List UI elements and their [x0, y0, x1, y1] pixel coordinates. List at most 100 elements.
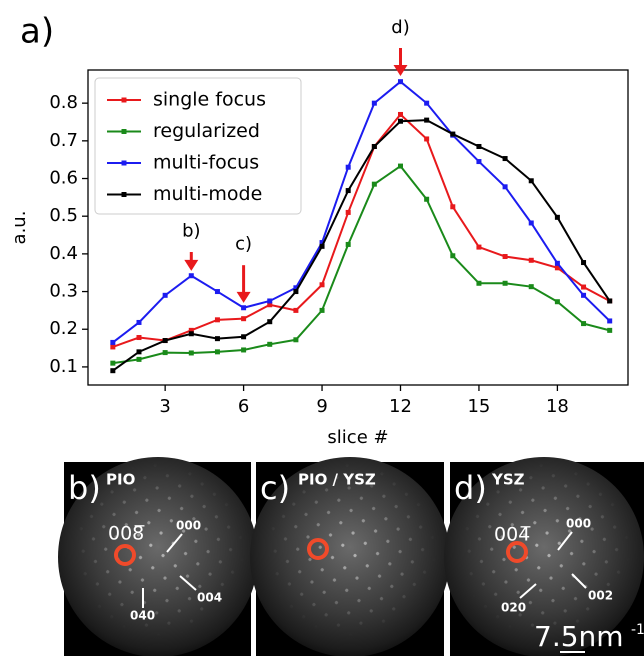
marker [241, 334, 247, 340]
arrows [519, 531, 587, 599]
marker [424, 136, 430, 142]
annotation-arrowhead [236, 291, 251, 303]
highlight-ring [307, 538, 329, 560]
panel-label: b) [68, 469, 101, 507]
marker [110, 360, 116, 366]
marker [319, 307, 325, 313]
marker [162, 338, 168, 344]
x-tick-label: 9 [316, 396, 327, 417]
marker [241, 347, 247, 353]
marker [476, 159, 482, 165]
marker [136, 356, 142, 362]
marker [293, 285, 299, 291]
marker [502, 156, 508, 162]
marker [345, 164, 351, 170]
spot-label: 008̅ [108, 523, 145, 545]
marker [502, 254, 508, 260]
spots [450, 462, 644, 656]
marker [476, 280, 482, 286]
legend-marker [121, 160, 127, 166]
marker [241, 305, 247, 311]
legend-box [94, 77, 302, 215]
plot: 0.1 0.2 0.3 0.4 0.5 0.6 0.7 0.8 3 6 9 12 15 18 slice #… [9, 17, 629, 448]
highlight-ring [506, 541, 528, 563]
marker [450, 253, 456, 259]
plot-frame [87, 69, 629, 386]
marker [528, 257, 534, 263]
marker [267, 341, 273, 347]
y-tick-label: 0.4 [49, 243, 78, 264]
scale-bar-label: 7.5nm [534, 620, 624, 653]
marker [397, 163, 403, 169]
x-axis-label: slice # [327, 427, 388, 448]
marker [293, 289, 299, 295]
highlight-ring [114, 544, 136, 566]
x-tick-label: 15 [467, 396, 490, 417]
marker [293, 307, 299, 313]
spot-label: 000 [176, 519, 201, 533]
x-tick-label: 6 [238, 396, 249, 417]
marker [607, 298, 613, 304]
marker [319, 282, 325, 288]
marker [214, 336, 220, 342]
x-tick-label: 18 [546, 396, 569, 417]
panel-label: a) [20, 12, 54, 52]
legend-label: multi-focus [153, 152, 259, 174]
spots [64, 462, 251, 656]
marker [345, 241, 351, 247]
legend-label: regularized [153, 120, 260, 142]
y-tick-label: 0.7 [49, 130, 78, 151]
y-tick-label: 0.2 [49, 318, 78, 339]
annotation-arrowhead [184, 259, 199, 271]
marker [319, 243, 325, 249]
marker [241, 316, 247, 322]
spot-label: 004 [197, 591, 222, 605]
marker [476, 143, 482, 149]
panel-label: d) [454, 469, 487, 507]
marker [110, 339, 116, 345]
scale-unit-exponent: -1 [631, 622, 644, 638]
marker [581, 321, 587, 327]
panel-title: PIO [106, 471, 135, 489]
marker [528, 284, 534, 290]
marker [136, 349, 142, 355]
y-tick-label: 0.6 [49, 168, 78, 189]
marker [397, 79, 403, 85]
marker [214, 349, 220, 355]
marker [345, 188, 351, 194]
legend-label: multi-mode [153, 183, 262, 205]
marker [607, 327, 613, 333]
x-tick-label: 12 [389, 396, 412, 417]
panel-title: YSZ [491, 471, 525, 489]
marker [188, 350, 194, 356]
legend-marker [121, 129, 127, 134]
y-axis-label: a.u. [9, 211, 30, 245]
spot-label: 002 [588, 589, 613, 603]
marker [136, 335, 142, 341]
series-line [112, 113, 611, 348]
marker [450, 131, 456, 137]
marker [450, 204, 456, 210]
marker [110, 344, 116, 350]
marker [110, 368, 116, 374]
marker [476, 244, 482, 250]
diffraction-panel: c) PIO / YSZ [250, 457, 450, 656]
marker [188, 331, 194, 337]
series-line [112, 119, 611, 372]
marker [424, 100, 430, 106]
marker [528, 220, 534, 226]
marker [502, 184, 508, 190]
marker [188, 273, 194, 279]
marker [397, 111, 403, 117]
marker [371, 100, 377, 106]
marker [319, 240, 325, 246]
marker [581, 292, 587, 298]
marker [345, 209, 351, 215]
series-line [112, 80, 611, 344]
marker [162, 292, 168, 298]
marker [528, 178, 534, 184]
y-tick-label: 0.5 [49, 205, 78, 226]
panel-label: c) [260, 469, 290, 507]
y-tick-label: 0.8 [49, 92, 78, 113]
marker [267, 319, 273, 325]
